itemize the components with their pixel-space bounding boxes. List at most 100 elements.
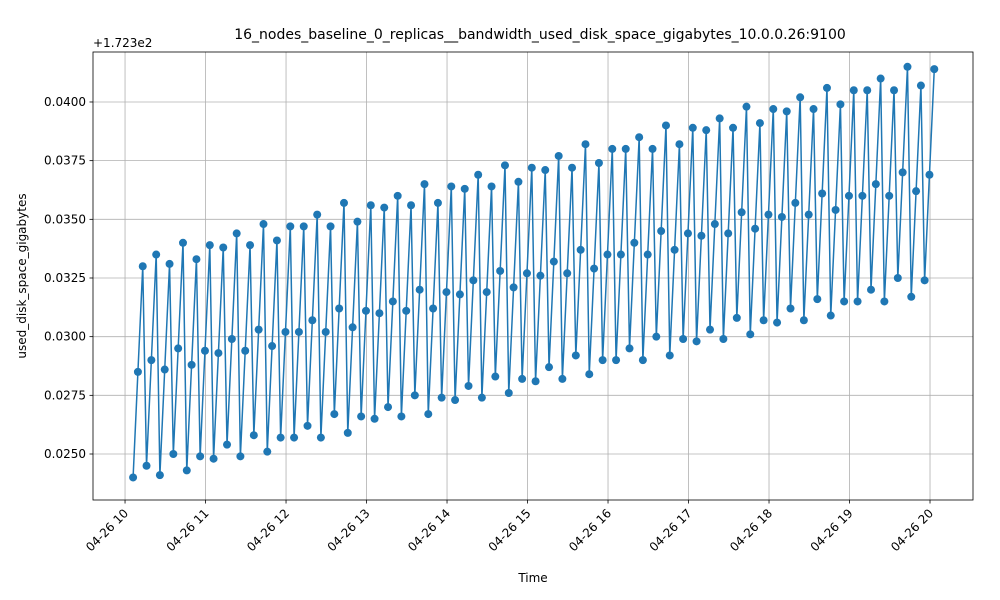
data-point <box>563 269 572 278</box>
data-point <box>223 440 232 449</box>
data-point <box>214 349 223 358</box>
data-point <box>813 295 822 304</box>
data-point <box>447 182 456 191</box>
data-point <box>155 471 164 480</box>
data-point <box>299 222 308 231</box>
data-point <box>826 311 835 320</box>
data-point <box>576 245 585 254</box>
data-point <box>643 250 652 259</box>
data-point <box>196 452 205 461</box>
data-point <box>863 86 872 95</box>
data-point <box>683 229 692 238</box>
data-point <box>152 250 161 259</box>
data-point <box>616 250 625 259</box>
data-point <box>822 83 831 92</box>
data-point <box>165 259 174 268</box>
data-point <box>809 105 818 114</box>
data-point <box>558 374 567 383</box>
data-point <box>246 241 255 250</box>
data-point <box>393 191 402 200</box>
data-point <box>724 229 733 238</box>
data-point <box>890 86 899 95</box>
data-point <box>608 144 617 153</box>
data-point <box>769 105 778 114</box>
data-point <box>679 335 688 344</box>
chart-title: 16_nodes_baseline_0_replicas__bandwidth_… <box>234 27 846 43</box>
data-point <box>415 285 424 294</box>
data-point <box>326 222 335 231</box>
data-point <box>625 344 634 353</box>
data-point <box>477 393 486 402</box>
data-point <box>410 391 419 400</box>
data-point <box>702 126 711 135</box>
data-point <box>353 217 362 226</box>
data-point <box>361 306 370 315</box>
data-point <box>397 412 406 421</box>
data-point <box>751 224 760 233</box>
data-point <box>268 342 277 351</box>
data-point <box>590 264 599 273</box>
y-tick-label: 0.0275 <box>44 388 86 402</box>
data-point <box>536 271 545 280</box>
data-point <box>777 212 786 221</box>
data-point <box>276 433 285 442</box>
plot-frame <box>92 51 974 501</box>
data-point <box>638 356 647 365</box>
data-point <box>429 304 438 313</box>
data-point <box>178 238 187 247</box>
data-point <box>147 356 156 365</box>
data-point <box>420 180 429 189</box>
data-point <box>635 133 644 142</box>
data-point <box>469 276 478 285</box>
data-point <box>263 447 272 456</box>
data-point <box>849 86 858 95</box>
data-point <box>675 140 684 149</box>
data-point <box>236 452 245 461</box>
data-point <box>791 198 800 207</box>
data-point <box>715 114 724 123</box>
data-point <box>844 191 853 200</box>
data-point <box>706 325 715 334</box>
data-point <box>925 170 934 179</box>
y-axis-label: used_disk_space_gigabytes <box>15 193 29 358</box>
data-point <box>742 102 751 111</box>
data-point <box>308 316 317 325</box>
data-point <box>652 332 661 341</box>
data-point <box>796 93 805 102</box>
data-point <box>585 370 594 379</box>
data-point <box>545 363 554 372</box>
data-line <box>132 66 936 478</box>
data-point <box>290 433 299 442</box>
data-point <box>254 325 263 334</box>
data-point <box>916 81 925 90</box>
data-point <box>554 151 563 160</box>
data-point <box>885 191 894 200</box>
data-point <box>330 410 339 419</box>
data-point <box>129 473 138 482</box>
data-point <box>737 208 746 217</box>
data-point <box>169 450 178 459</box>
data-point <box>764 210 773 219</box>
data-point <box>657 227 666 236</box>
data-point <box>818 189 827 198</box>
data-point <box>867 285 876 294</box>
data-point <box>316 433 325 442</box>
data-point <box>375 309 384 318</box>
data-point <box>782 107 791 116</box>
data-point <box>241 346 250 355</box>
data-point <box>527 163 536 172</box>
data-point <box>339 198 348 207</box>
data-point <box>648 144 657 153</box>
data-point <box>187 360 196 369</box>
data-point <box>380 203 389 212</box>
data-point <box>442 288 451 297</box>
data-point <box>665 351 674 360</box>
data-point <box>407 201 416 210</box>
data-point <box>281 327 290 336</box>
data-point <box>903 62 912 71</box>
data-point <box>388 297 397 306</box>
data-point <box>594 159 603 168</box>
data-point <box>272 236 281 245</box>
data-point <box>491 372 500 381</box>
data-point <box>474 170 483 179</box>
